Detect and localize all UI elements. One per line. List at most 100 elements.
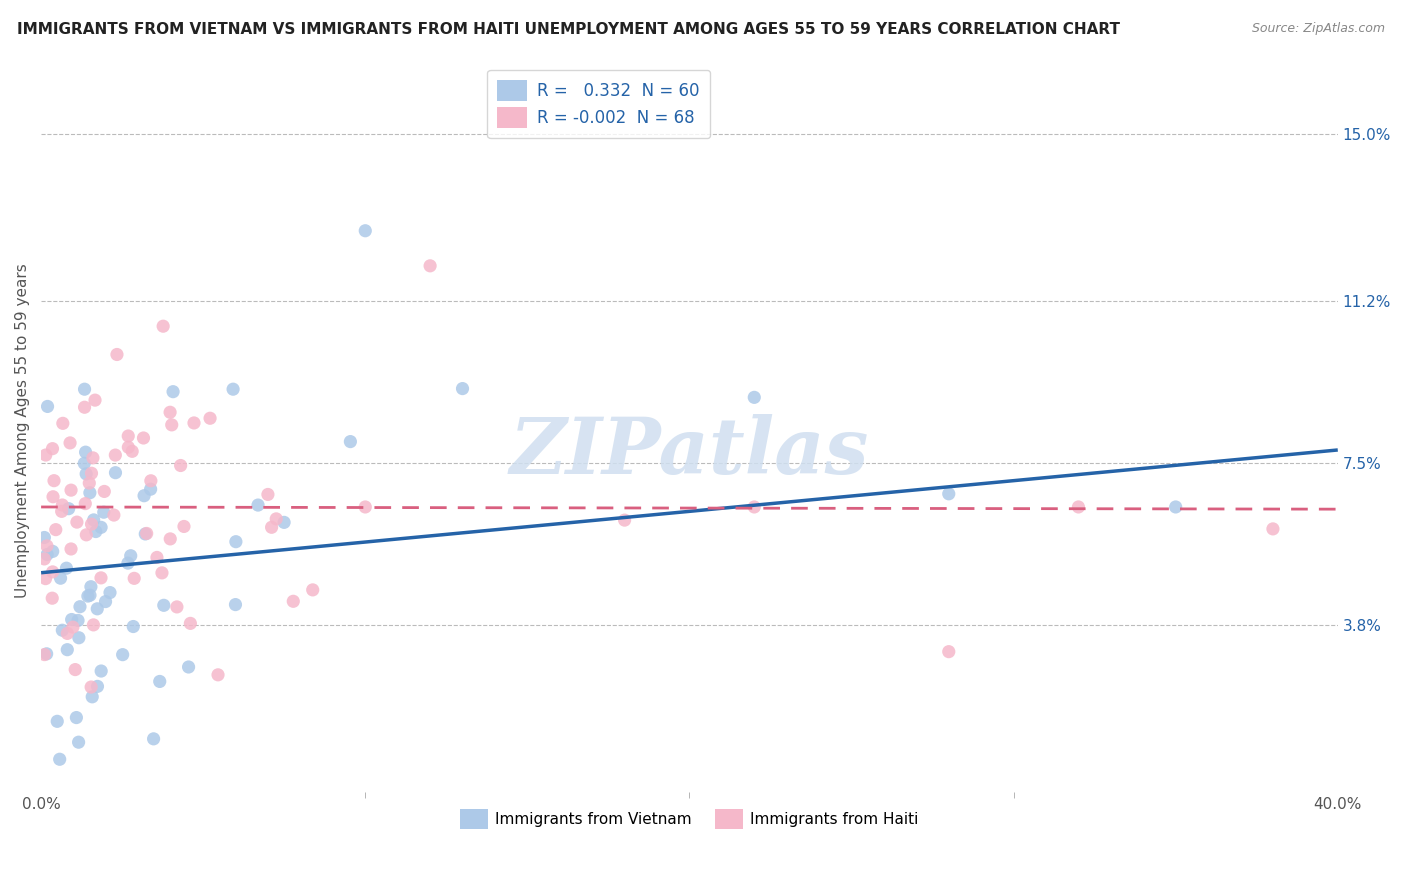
Point — [73, 382, 96, 396]
Point — [273, 516, 295, 530]
Point — [198, 411, 221, 425]
Point — [82, 450, 104, 465]
Point — [66, 614, 89, 628]
Point — [162, 384, 184, 399]
Point — [46, 714, 69, 729]
Point — [938, 487, 960, 501]
Point — [613, 513, 636, 527]
Point — [247, 498, 270, 512]
Point — [225, 534, 247, 549]
Point — [159, 532, 181, 546]
Point — [51, 624, 73, 638]
Point — [60, 613, 83, 627]
Point — [86, 602, 108, 616]
Point — [63, 663, 86, 677]
Point — [80, 580, 103, 594]
Y-axis label: Unemployment Among Ages 55 to 59 years: Unemployment Among Ages 55 to 59 years — [15, 263, 30, 598]
Point — [35, 539, 58, 553]
Point — [41, 591, 63, 606]
Point — [34, 648, 56, 662]
Point — [62, 620, 84, 634]
Point — [451, 382, 474, 396]
Point — [264, 512, 287, 526]
Point — [149, 674, 172, 689]
Point — [35, 647, 58, 661]
Point — [121, 444, 143, 458]
Point — [51, 504, 73, 518]
Point — [49, 571, 72, 585]
Point — [117, 429, 139, 443]
Point — [82, 690, 104, 704]
Point — [37, 400, 59, 414]
Point — [224, 598, 246, 612]
Point — [67, 631, 90, 645]
Point — [173, 519, 195, 533]
Point — [75, 467, 97, 481]
Point — [58, 501, 80, 516]
Point — [60, 483, 83, 498]
Point — [117, 440, 139, 454]
Point — [419, 259, 441, 273]
Point — [93, 505, 115, 519]
Point — [105, 347, 128, 361]
Point — [45, 523, 67, 537]
Point — [84, 393, 107, 408]
Point — [354, 500, 377, 514]
Point — [222, 382, 245, 396]
Point — [75, 528, 97, 542]
Point — [104, 466, 127, 480]
Point — [34, 552, 56, 566]
Point — [90, 520, 112, 534]
Point — [183, 416, 205, 430]
Point — [166, 599, 188, 614]
Point — [52, 417, 75, 431]
Point — [35, 448, 58, 462]
Point — [75, 445, 97, 459]
Point — [150, 566, 173, 580]
Point — [742, 500, 765, 514]
Point — [177, 660, 200, 674]
Point — [111, 648, 134, 662]
Point — [742, 390, 765, 404]
Point — [65, 710, 87, 724]
Point — [56, 642, 79, 657]
Point — [79, 476, 101, 491]
Point — [34, 572, 56, 586]
Point — [139, 482, 162, 496]
Point — [79, 588, 101, 602]
Point — [69, 599, 91, 614]
Point — [56, 626, 79, 640]
Point — [73, 456, 96, 470]
Point — [51, 498, 73, 512]
Point — [94, 594, 117, 608]
Text: ZIPatlas: ZIPatlas — [510, 414, 869, 491]
Point — [139, 474, 162, 488]
Point — [66, 515, 89, 529]
Point — [142, 731, 165, 746]
Point — [55, 561, 77, 575]
Point — [1261, 522, 1284, 536]
Point — [1164, 500, 1187, 514]
Point — [135, 526, 157, 541]
Point — [67, 735, 90, 749]
Point — [76, 589, 98, 603]
Point — [83, 513, 105, 527]
Point — [120, 549, 142, 563]
Point — [132, 431, 155, 445]
Point — [41, 442, 63, 456]
Point — [42, 474, 65, 488]
Point — [37, 548, 59, 562]
Point — [122, 619, 145, 633]
Point — [104, 448, 127, 462]
Text: Source: ZipAtlas.com: Source: ZipAtlas.com — [1251, 22, 1385, 36]
Point — [80, 467, 103, 481]
Point — [103, 508, 125, 522]
Point — [1067, 500, 1090, 514]
Text: IMMIGRANTS FROM VIETNAM VS IMMIGRANTS FROM HAITI UNEMPLOYMENT AMONG AGES 55 TO 5: IMMIGRANTS FROM VIETNAM VS IMMIGRANTS FR… — [17, 22, 1119, 37]
Point — [60, 541, 83, 556]
Point — [90, 571, 112, 585]
Point — [301, 582, 323, 597]
Point — [86, 679, 108, 693]
Point — [132, 489, 155, 503]
Point — [59, 436, 82, 450]
